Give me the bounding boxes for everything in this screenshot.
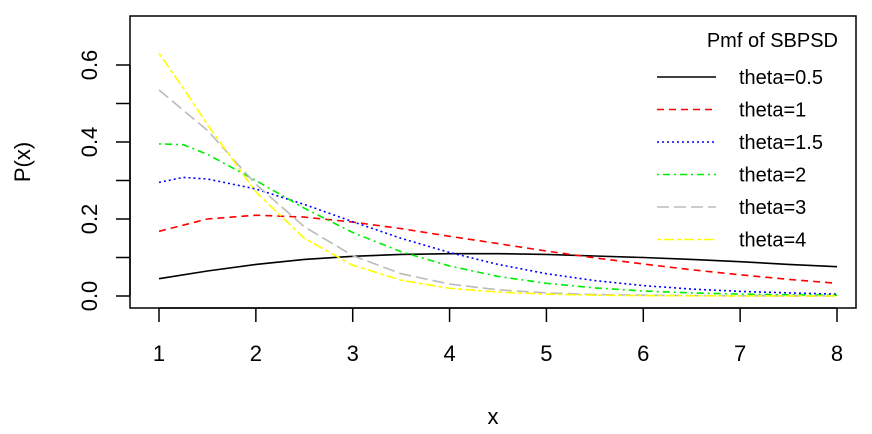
legend-title: Pmf of SBPSD — [707, 30, 838, 52]
x-tick-label: 4 — [443, 341, 455, 366]
legend-label-6: theta=4 — [739, 230, 806, 252]
legend-label-1: theta=0.5 — [739, 67, 823, 89]
x-tick-label: 5 — [540, 341, 552, 366]
y-tick-label: 0.6 — [77, 50, 102, 81]
x-tick-label: 8 — [831, 341, 843, 366]
legend-label-3: theta=1.5 — [739, 132, 823, 154]
x-tick-label: 7 — [734, 341, 746, 366]
series-line-5 — [158, 89, 838, 297]
legend-label-5: theta=3 — [739, 197, 806, 219]
legend-label-2: theta=1 — [739, 100, 806, 122]
y-axis: 0.0 0.2 0.4 0.6 — [77, 50, 131, 312]
y-axis-label: P(x) — [10, 142, 35, 182]
y-tick-label: 0.2 — [77, 204, 102, 235]
series-layer — [158, 52, 838, 297]
series-line-1 — [158, 252, 838, 280]
x-axis: 1 2 3 4 5 6 7 8 — [153, 307, 843, 366]
series-line-4 — [158, 143, 838, 296]
x-tick-label: 2 — [250, 341, 262, 366]
series-line-6 — [158, 52, 837, 297]
y-tick-label: 0.0 — [77, 281, 102, 312]
x-tick-label: 1 — [153, 341, 165, 366]
legend-label-4: theta=2 — [739, 165, 806, 187]
x-tick-label: 3 — [347, 341, 359, 366]
x-tick-label: 6 — [637, 341, 649, 366]
series-line-3 — [158, 176, 838, 295]
legend: Pmf of SBPSD theta=0.5theta=1theta=1.5th… — [657, 30, 838, 252]
legend-entries: theta=0.5 theta=1 theta=1.5 theta=2 theta=3 t… — [657, 67, 823, 252]
y-tick-label: 0.4 — [77, 127, 102, 158]
series-line-2 — [158, 214, 838, 285]
plot-frame — [129, 15, 857, 309]
x-axis-label: x — [488, 404, 499, 429]
